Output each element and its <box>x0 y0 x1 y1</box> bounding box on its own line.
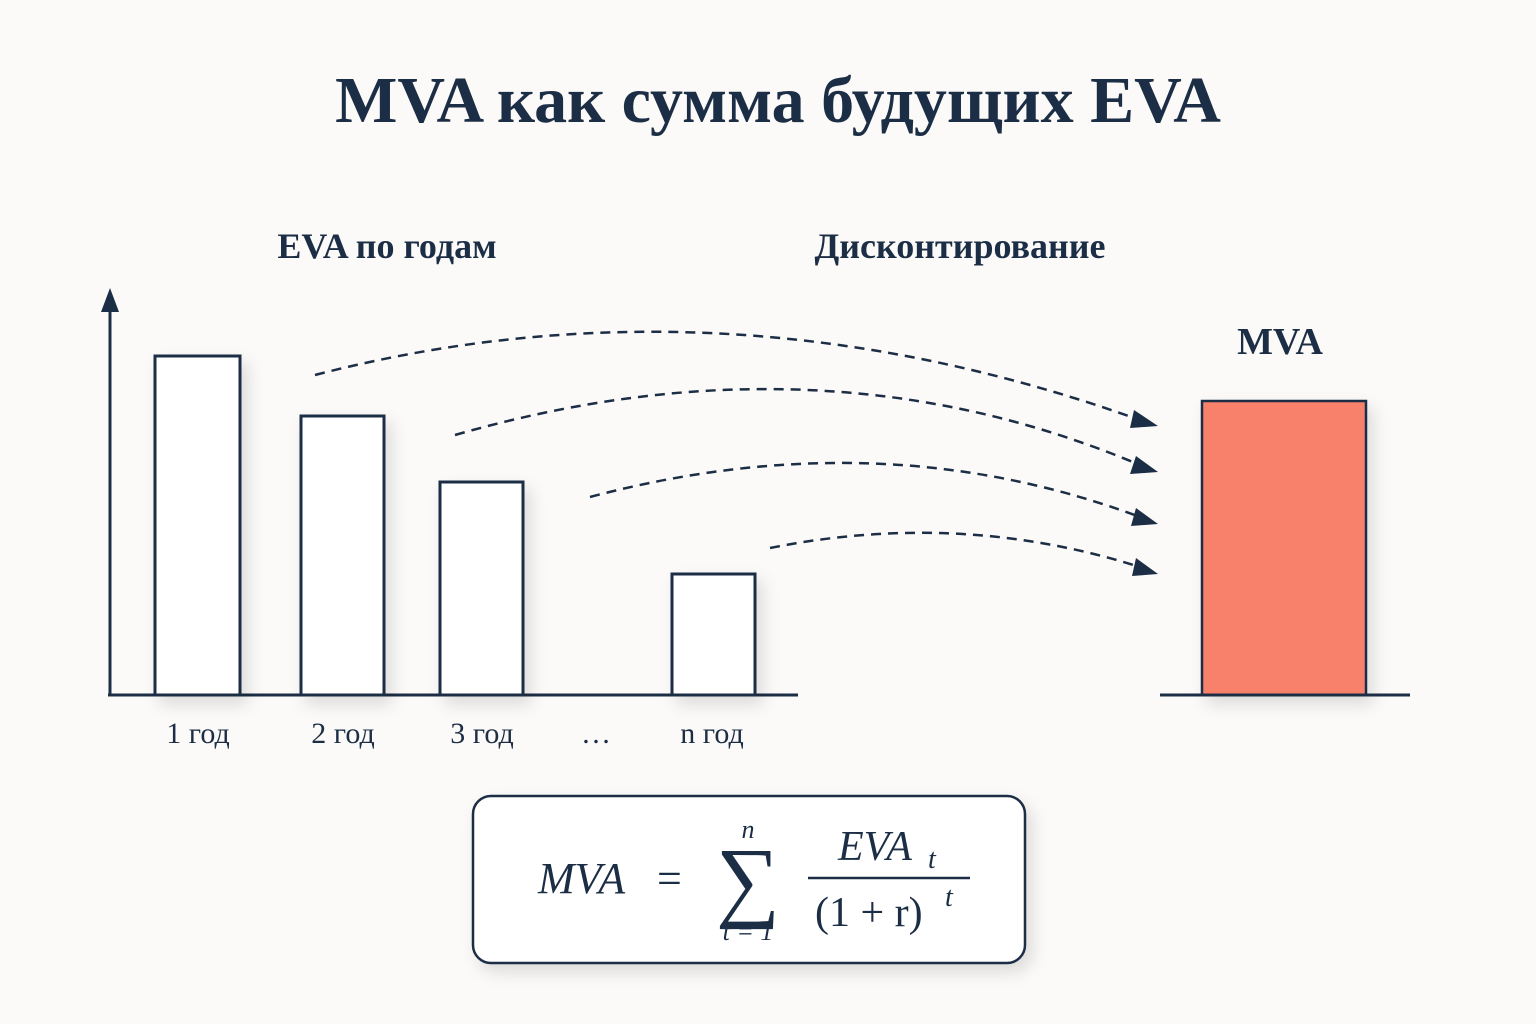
mva-bar <box>1200 399 1368 697</box>
formula-sigma: ∑ <box>716 831 780 930</box>
formula-upper: n <box>742 815 755 844</box>
year-label: 3 год <box>450 717 513 750</box>
formula-denominator: (1 + r) <box>815 890 923 936</box>
year-label: … <box>581 717 611 750</box>
arrow <box>454 387 1141 467</box>
arrows-title: Дисконтирование <box>815 226 1106 266</box>
year-label: 2 год <box>311 717 374 750</box>
formula-numerator-sub: t <box>928 844 937 875</box>
formula-denominator-sup: t <box>945 882 954 913</box>
year-label: 1 год <box>166 717 229 750</box>
formula-box <box>471 794 1027 965</box>
arrow <box>314 330 1141 422</box>
arrowhead <box>1132 558 1158 576</box>
bar <box>670 572 757 697</box>
title: MVA как сумма будущих EVA <box>335 64 1221 137</box>
bar <box>438 480 525 697</box>
discount-arrows <box>314 330 1158 576</box>
arrow <box>589 461 1141 519</box>
formula-lhs: MVA <box>537 854 626 903</box>
left-title: EVA по годам <box>277 226 496 266</box>
formula-numerator: EVA <box>837 824 912 870</box>
arrowhead <box>1130 410 1158 428</box>
bar <box>153 354 242 697</box>
bars <box>153 354 757 697</box>
axis-arrow <box>101 288 119 312</box>
arrowhead <box>1131 508 1158 526</box>
bar <box>299 414 386 697</box>
formula: MVA = n ∑ t = 1 EVA t (1 + r) t <box>471 794 1027 965</box>
formula-equals: = <box>657 854 682 903</box>
formula-lower: t = 1 <box>723 917 774 946</box>
year-labels: 1 год 2 год 3 год … n год <box>166 717 743 750</box>
arrow <box>769 531 1141 569</box>
year-label: n год <box>680 717 743 750</box>
mva-title: MVA <box>1237 321 1323 363</box>
arrowhead <box>1130 456 1158 474</box>
